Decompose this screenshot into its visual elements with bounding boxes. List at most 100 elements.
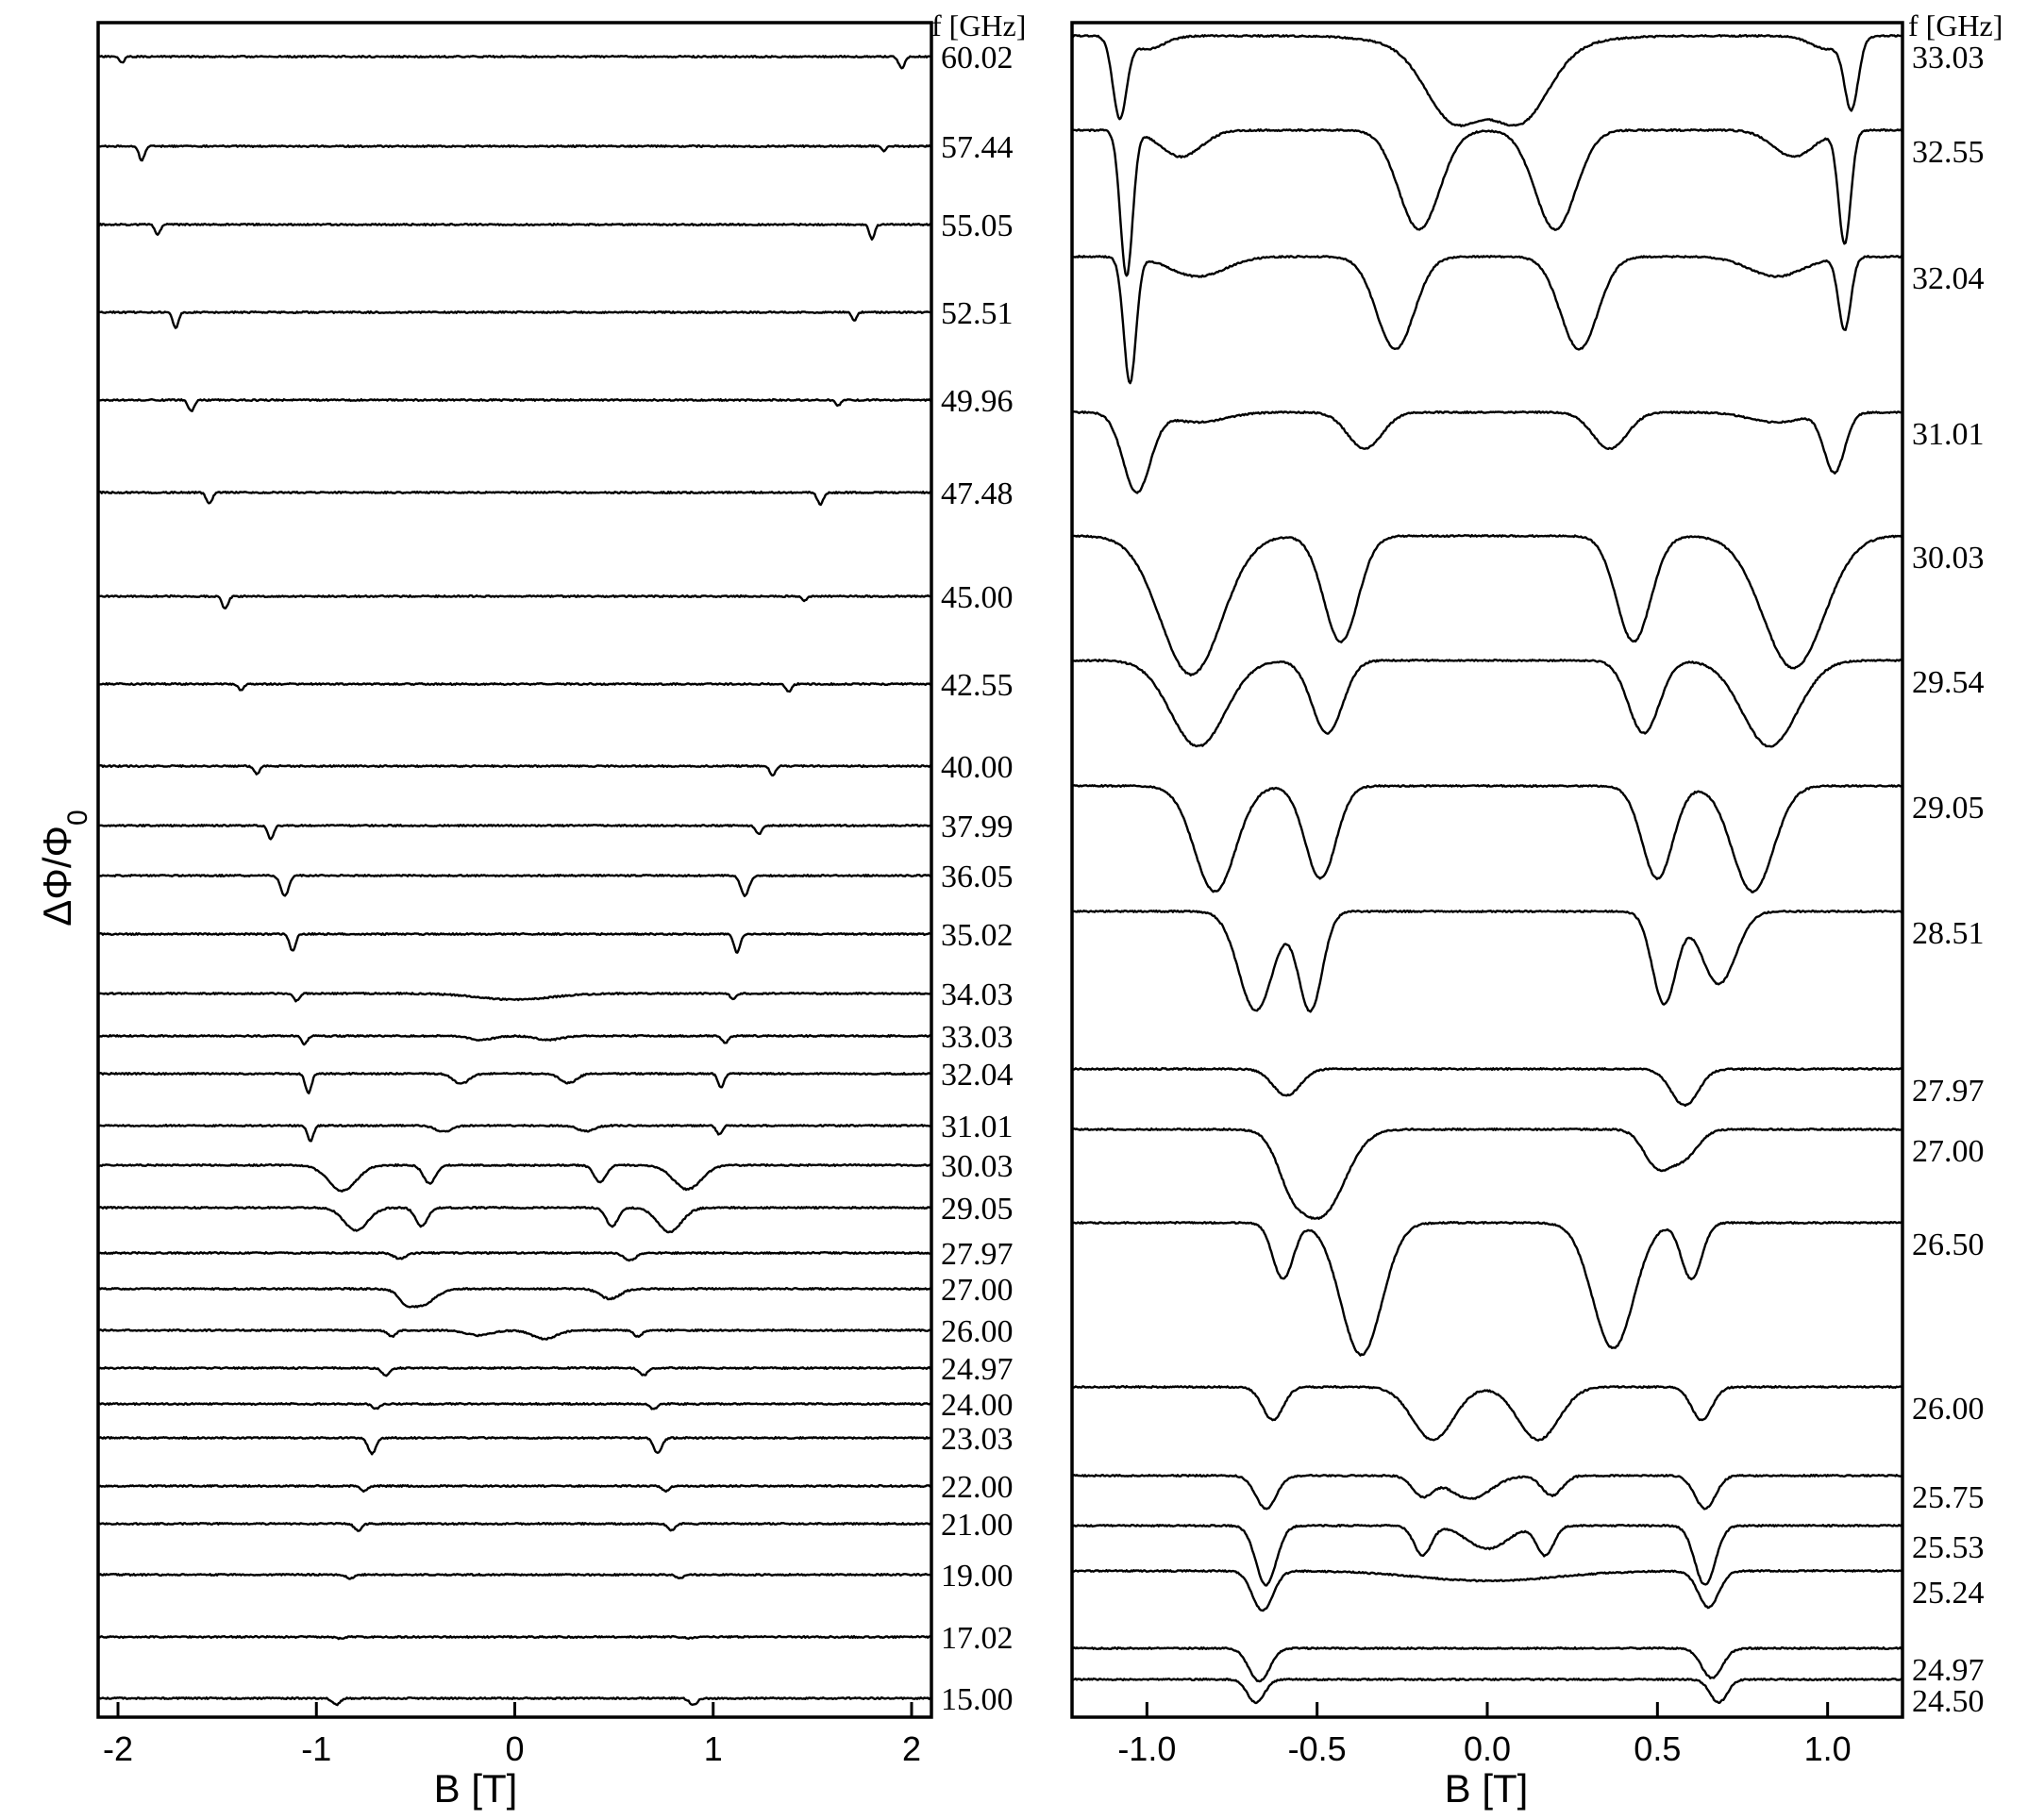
freq-label-21.00: 21.00 bbox=[941, 1508, 1014, 1543]
freq-label-34.03: 34.03 bbox=[941, 977, 1014, 1012]
x-tick-label: 1.0 bbox=[1804, 1729, 1852, 1768]
trace-26.00 bbox=[1071, 1385, 1903, 1442]
freq-label-55.05: 55.05 bbox=[941, 209, 1014, 243]
trace-26.50 bbox=[1071, 1221, 1903, 1357]
trace-24.50 bbox=[1071, 1678, 1903, 1705]
trace-60.02 bbox=[98, 55, 932, 70]
x-tick-label: 1 bbox=[704, 1729, 723, 1768]
trace-33.03 bbox=[1071, 34, 1903, 127]
trace-57.44 bbox=[97, 144, 932, 162]
freq-label-40.00: 40.00 bbox=[941, 750, 1014, 785]
trace-31.01 bbox=[1071, 410, 1902, 494]
x-tick-label: -1 bbox=[301, 1729, 331, 1768]
freq-label-27.97: 27.97 bbox=[941, 1237, 1014, 1272]
freq-label-30.03: 30.03 bbox=[1912, 541, 1985, 576]
freq-label-27.97: 27.97 bbox=[1912, 1074, 1985, 1109]
freq-label-49.96: 49.96 bbox=[941, 384, 1014, 419]
left-x-axis: -2 -1 0 1 2 bbox=[103, 1702, 921, 1768]
trace-24.00 bbox=[97, 1402, 932, 1411]
freq-label-52.51: 52.51 bbox=[941, 296, 1014, 331]
trace-26.00 bbox=[97, 1328, 932, 1341]
freq-label-28.51: 28.51 bbox=[1912, 916, 1985, 951]
left-traces bbox=[97, 55, 932, 1707]
left-x-axis-label: B [T] bbox=[434, 1766, 518, 1811]
x-tick-label: 0.5 bbox=[1634, 1729, 1681, 1768]
trace-24.97 bbox=[97, 1366, 932, 1378]
trace-30.03 bbox=[97, 1163, 932, 1193]
trace-17.02 bbox=[97, 1635, 932, 1641]
trace-29.05 bbox=[1071, 784, 1903, 893]
trace-52.51 bbox=[97, 310, 932, 329]
trace-33.03 bbox=[97, 1034, 932, 1046]
freq-label-26.00: 26.00 bbox=[1912, 1392, 1985, 1427]
freq-label-27.00: 27.00 bbox=[1912, 1134, 1985, 1169]
freq-label-24.97: 24.97 bbox=[941, 1352, 1014, 1387]
trace-27.97 bbox=[97, 1251, 932, 1262]
freq-label-32.55: 32.55 bbox=[1912, 135, 1985, 170]
freq-label-23.03: 23.03 bbox=[941, 1422, 1014, 1457]
left-plot-frame bbox=[96, 21, 933, 1719]
trace-45.00 bbox=[97, 594, 932, 609]
freq-label-57.44: 57.44 bbox=[941, 130, 1014, 165]
left-y-axis-label: ΔΦ/Φ0 bbox=[35, 810, 93, 926]
right-plot-frame bbox=[1070, 21, 1904, 1719]
trace-25.24 bbox=[1071, 1569, 1903, 1612]
freq-label-25.24: 25.24 bbox=[1912, 1576, 1985, 1611]
svg-text:ΔΦ/Φ0: ΔΦ/Φ0 bbox=[35, 810, 93, 926]
trace-36.05 bbox=[97, 874, 932, 897]
trace-35.02 bbox=[97, 932, 932, 954]
right-frequency-labels: 33.03 32.55 32.04 31.01 30.03 29.54 29.05 28.51… bbox=[1912, 41, 1985, 1719]
x-tick-label: -2 bbox=[103, 1729, 133, 1768]
freq-label-33.03: 33.03 bbox=[941, 1020, 1014, 1055]
freq-label-25.53: 25.53 bbox=[1912, 1530, 1985, 1565]
trace-27.97 bbox=[1071, 1067, 1903, 1108]
trace-49.96 bbox=[97, 398, 932, 412]
freq-label-24.97: 24.97 bbox=[1912, 1653, 1985, 1688]
left-freq-header: f [GHz] bbox=[931, 8, 1026, 42]
freq-label-47.48: 47.48 bbox=[941, 476, 1014, 511]
trace-28.51 bbox=[1071, 910, 1903, 1013]
trace-55.05 bbox=[97, 223, 932, 241]
freq-label-42.55: 42.55 bbox=[941, 668, 1014, 703]
trace-25.53 bbox=[1071, 1524, 1903, 1587]
trace-25.75 bbox=[1071, 1474, 1903, 1511]
trace-40.00 bbox=[97, 764, 932, 776]
trace-27.00 bbox=[1071, 1127, 1903, 1220]
trace-19.00 bbox=[97, 1573, 931, 1580]
trace-15.00 bbox=[97, 1696, 931, 1707]
freq-label-32.04: 32.04 bbox=[941, 1058, 1014, 1093]
trace-34.03 bbox=[97, 992, 932, 1003]
x-tick-label: -0.5 bbox=[1288, 1729, 1347, 1768]
freq-label-45.00: 45.00 bbox=[941, 580, 1014, 615]
trace-22.00 bbox=[97, 1484, 932, 1494]
trace-23.03 bbox=[97, 1436, 932, 1456]
freq-label-17.02: 17.02 bbox=[941, 1621, 1014, 1656]
freq-label-31.01: 31.01 bbox=[1912, 417, 1985, 452]
trace-29.05 bbox=[97, 1206, 932, 1234]
freq-label-32.04: 32.04 bbox=[1912, 261, 1985, 296]
trace-21.00 bbox=[97, 1522, 932, 1532]
trace-32.04 bbox=[1072, 255, 1903, 385]
freq-label-31.01: 31.01 bbox=[941, 1110, 1014, 1144]
freq-label-60.02: 60.02 bbox=[941, 41, 1014, 75]
freq-label-22.00: 22.00 bbox=[941, 1470, 1014, 1505]
freq-label-26.50: 26.50 bbox=[1912, 1227, 1985, 1262]
x-tick-label: 2 bbox=[902, 1729, 921, 1768]
trace-24.97 bbox=[1071, 1646, 1903, 1683]
right-x-axis-label: B [T] bbox=[1445, 1766, 1529, 1811]
trace-27.00 bbox=[97, 1287, 932, 1309]
trace-47.48 bbox=[97, 491, 932, 507]
left-chart-panel: 60.02 57.44 55.05 52.51 49.96 47.48 45.00 42.55… bbox=[35, 8, 1026, 1811]
right-freq-header: f [GHz] bbox=[1908, 8, 2003, 42]
right-x-axis: -1.0 -0.5 0.0 0.5 1.0 bbox=[1117, 1702, 1852, 1768]
freq-label-35.02: 35.02 bbox=[941, 918, 1014, 953]
trace-30.03 bbox=[1071, 534, 1903, 676]
freq-label-19.00: 19.00 bbox=[941, 1559, 1014, 1594]
freq-label-24.00: 24.00 bbox=[941, 1388, 1014, 1423]
trace-32.55 bbox=[1071, 128, 1902, 277]
freq-label-24.50: 24.50 bbox=[1912, 1684, 1985, 1719]
right-traces bbox=[1071, 34, 1903, 1705]
freq-label-15.00: 15.00 bbox=[941, 1682, 1014, 1717]
trace-37.99 bbox=[97, 824, 932, 841]
